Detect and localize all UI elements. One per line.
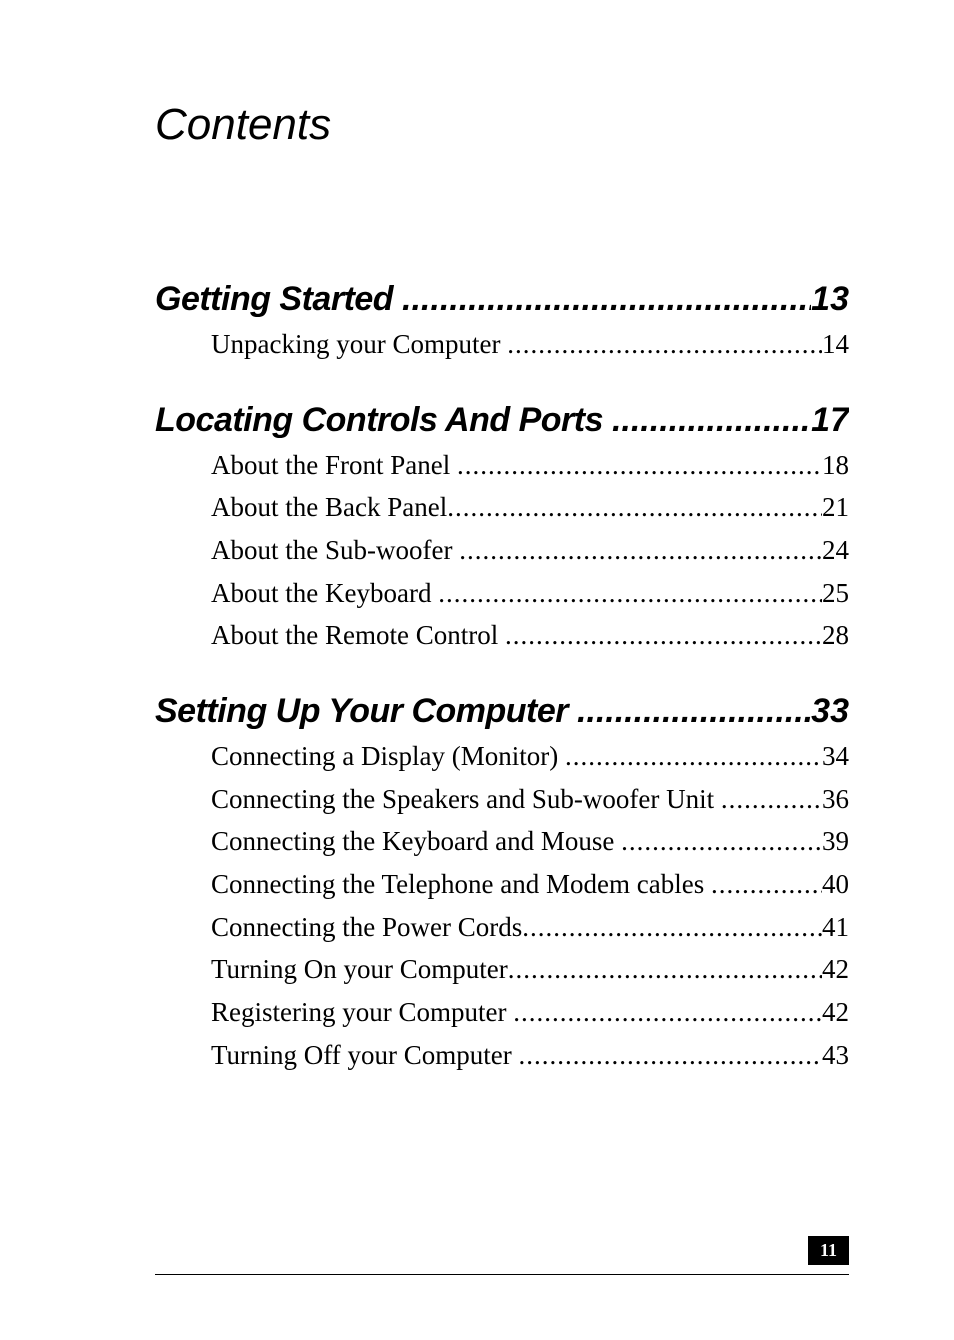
toc-spacer <box>714 778 721 821</box>
toc-spacer <box>500 323 507 366</box>
toc-entry-label: Connecting the Speakers and Sub-woofer U… <box>211 778 714 821</box>
toc-entry-label: Registering your Computer <box>211 991 506 1034</box>
toc-entry-label: About the Keyboard <box>211 572 431 615</box>
toc-entry: Connecting the Power Cords .............… <box>211 906 849 949</box>
section-title: Getting Started <box>155 280 393 319</box>
section-header: Locating Controls And Ports ............… <box>155 401 849 440</box>
section-spacer <box>603 401 612 440</box>
section-page-number: 33 <box>811 692 849 731</box>
section-title: Locating Controls And Ports <box>155 401 603 440</box>
toc-entry: About the Remote Control ...............… <box>211 614 849 657</box>
toc-leader-dots: ........................................… <box>621 820 822 863</box>
toc-spacer <box>450 444 457 487</box>
toc-leader-dots: ........................................… <box>505 614 822 657</box>
toc-entry-page: 18 <box>822 444 849 487</box>
toc-leader-dots: ........................................… <box>711 863 822 906</box>
toc-spacer <box>452 529 459 572</box>
section-page-number: 17 <box>811 401 849 440</box>
toc-leader-dots: ........................................… <box>519 1034 822 1077</box>
toc-entry-label: Unpacking your Computer <box>211 323 500 366</box>
toc-entry: Turning Off your Computer ..............… <box>211 1034 849 1077</box>
toc-entry-label: Connecting a Display (Monitor) <box>211 735 558 778</box>
page-title: Contents <box>155 100 849 150</box>
toc-entry: About the Keyboard .....................… <box>211 572 849 615</box>
toc-entry: About the Back Panel ...................… <box>211 486 849 529</box>
toc-leader-dots: ........................................… <box>522 906 822 949</box>
toc-entry: Connecting the Telephone and Modem cable… <box>211 863 849 906</box>
toc-entry: About the Front Panel ..................… <box>211 444 849 487</box>
section-spacer <box>568 692 577 731</box>
toc-entry-label: About the Remote Control <box>211 614 498 657</box>
toc-spacer <box>506 991 513 1034</box>
toc-entry: Connecting the Keyboard and Mouse ......… <box>211 820 849 863</box>
toc-entry: Registering your Computer ..............… <box>211 991 849 1034</box>
toc-spacer <box>704 863 711 906</box>
section-header: Getting Started ........................… <box>155 280 849 319</box>
toc-entry-page: 21 <box>822 486 849 529</box>
toc-entry-label: Turning Off your Computer <box>211 1034 512 1077</box>
toc-entry-label: About the Front Panel <box>211 444 450 487</box>
toc-section-getting-started: Getting Started ........................… <box>155 280 849 366</box>
section-title: Setting Up Your Computer <box>155 692 568 731</box>
toc-leader-dots: ........................................… <box>457 444 822 487</box>
toc-leader-dots: ........................................… <box>438 572 822 615</box>
toc-entry-page: 36 <box>822 778 849 821</box>
section-spacer <box>393 280 402 319</box>
footer-divider <box>155 1274 849 1275</box>
page-number: 11 <box>808 1236 849 1265</box>
toc-entry: About the Sub-woofer ...................… <box>211 529 849 572</box>
toc-entry-page: 28 <box>822 614 849 657</box>
toc-entry: Unpacking your Computer ................… <box>211 323 849 366</box>
toc-entry-page: 25 <box>822 572 849 615</box>
toc-entry-page: 34 <box>822 735 849 778</box>
toc-entry: Connecting the Speakers and Sub-woofer U… <box>211 778 849 821</box>
toc-leader-dots: ........................................… <box>459 529 822 572</box>
toc-section-setting-up: Setting Up Your Computer ...............… <box>155 692 849 1076</box>
toc-entry-label: About the Back Panel <box>211 486 447 529</box>
toc-entry-label: Connecting the Keyboard and Mouse <box>211 820 614 863</box>
toc-section-locating-controls: Locating Controls And Ports ............… <box>155 401 849 657</box>
toc-entry-page: 40 <box>822 863 849 906</box>
toc-leader-dots: ........................................… <box>507 323 822 366</box>
toc-entry-page: 42 <box>822 991 849 1034</box>
toc-leader-dots: ........................................… <box>565 735 822 778</box>
toc-entry-page: 39 <box>822 820 849 863</box>
toc-spacer <box>614 820 621 863</box>
toc-entry: Turning On your Computer ...............… <box>211 948 849 991</box>
toc-entry-label: Connecting the Telephone and Modem cable… <box>211 863 704 906</box>
toc-leader-dots: ........................................… <box>513 991 822 1034</box>
toc-spacer <box>498 614 505 657</box>
section-page-number: 13 <box>811 280 849 319</box>
toc-entry-label: About the Sub-woofer <box>211 529 452 572</box>
toc-leader-dots: ........................................… <box>721 778 822 821</box>
section-leader-dots: ........................................… <box>402 280 811 319</box>
toc-entry-page: 43 <box>822 1034 849 1077</box>
toc-entry-page: 42 <box>822 948 849 991</box>
toc-entry: Connecting a Display (Monitor) .........… <box>211 735 849 778</box>
toc-entry-page: 24 <box>822 529 849 572</box>
toc-entry-page: 41 <box>822 906 849 949</box>
toc-leader-dots: ........................................… <box>447 486 822 529</box>
section-leader-dots: ........................................… <box>577 692 811 731</box>
toc-entry-page: 14 <box>822 323 849 366</box>
toc-entry-label: Turning On your Computer <box>211 948 508 991</box>
toc-leader-dots: ........................................… <box>508 948 822 991</box>
section-header: Setting Up Your Computer ...............… <box>155 692 849 731</box>
toc-entry-label: Connecting the Power Cords <box>211 906 522 949</box>
section-leader-dots: ........................................… <box>612 401 811 440</box>
toc-spacer <box>431 572 438 615</box>
toc-spacer <box>512 1034 519 1077</box>
toc-spacer <box>558 735 565 778</box>
